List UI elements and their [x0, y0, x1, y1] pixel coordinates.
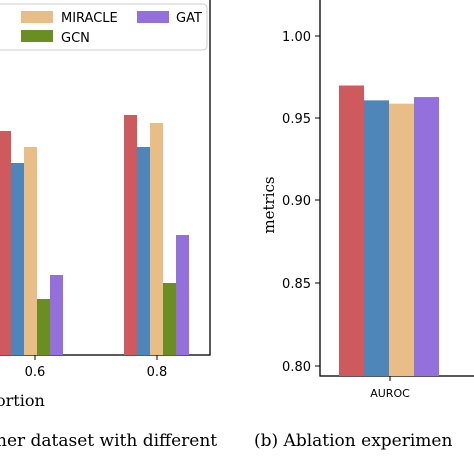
left-bar-0.6-s0: [0, 131, 11, 355]
left-bar-0.6-s2: [24, 147, 37, 355]
legend-swatch-miracle: [21, 11, 53, 23]
right-y-tick-label-0.85: 0.85: [282, 277, 311, 292]
left-chart: MIRACLE GAT GCN 0.6 0.8 ortion her datas…: [0, 0, 217, 451]
left-legend: MIRACLE GAT GCN: [0, 3, 208, 51]
legend-swatch-gat: [137, 11, 169, 23]
legend-swatch-gcn: [21, 30, 53, 42]
legend-label-gcn: GCN: [61, 31, 90, 46]
left-plot-frame: [0, 0, 211, 356]
right-y-axis: 0.80 0.85 0.90 0.95 1.00 metrics: [260, 30, 320, 375]
right-chart: 0.80 0.85 0.90 0.95 1.00 metrics AUROC (…: [254, 0, 474, 451]
left-bar-0.8-s2: [150, 123, 163, 355]
left-bar-0.6-s3: [37, 299, 50, 355]
right-y-tick-label-1.00: 1.00: [282, 30, 311, 45]
left-bar-0.8-s3: [163, 283, 176, 355]
right-y-tick-label-0.90: 0.90: [282, 194, 311, 209]
legend-label-gat: GAT: [176, 11, 202, 26]
left-bar-0.8-s4: [176, 235, 189, 355]
left-x-axis-label: ortion: [0, 391, 45, 410]
right-y-tick-label-0.80: 0.80: [282, 360, 311, 375]
left-caption: her dataset with different: [0, 431, 217, 451]
left-x-axis: 0.6 0.8 ortion: [0, 355, 167, 410]
right-caption: (b) Ablation experimen: [254, 431, 452, 451]
right-x-tick-label-auroc: AUROC: [370, 387, 410, 400]
right-y-tick-label-0.95: 0.95: [282, 112, 311, 127]
right-y-axis-label: metrics: [260, 176, 278, 233]
legend-label-miracle: MIRACLE: [61, 11, 118, 26]
right-bar-auroc-s1: [364, 100, 389, 376]
right-bar-auroc-s0: [339, 85, 364, 376]
right-bar-auroc-s2: [389, 103, 414, 377]
left-bar-0.6-s4: [50, 275, 63, 355]
left-bar-0.6-s1: [11, 163, 24, 355]
left-x-tick-label-0.6: 0.6: [25, 365, 46, 380]
left-x-tick-label-0.8: 0.8: [147, 365, 168, 380]
right-bar-auroc-s3: [414, 97, 439, 377]
left-bar-0.8-s1: [137, 147, 150, 355]
right-x-axis: AUROC: [370, 376, 410, 400]
left-bar-0.8-s0: [124, 115, 137, 355]
